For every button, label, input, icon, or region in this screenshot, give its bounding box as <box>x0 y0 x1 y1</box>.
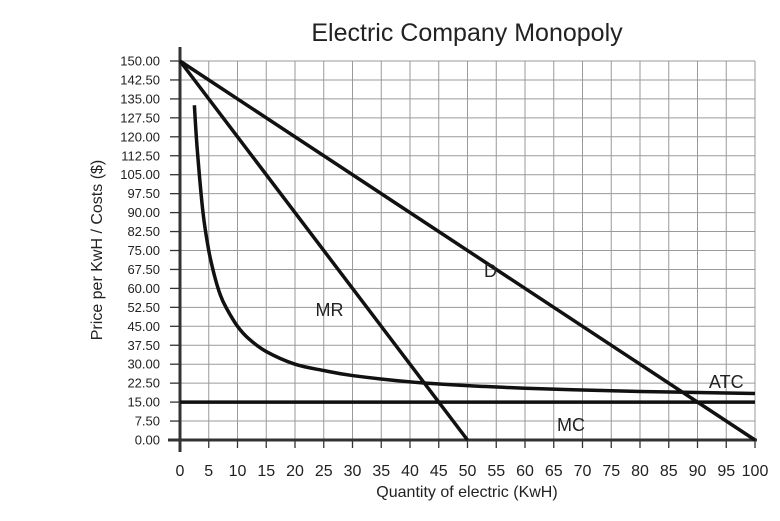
chart-title: Electric Company Monopoly <box>311 19 623 47</box>
y-tick-label: 127.50 <box>120 110 160 125</box>
series-mr-line <box>178 59 469 442</box>
series-atc-line <box>192 105 756 396</box>
label-mc: MC <box>557 415 585 435</box>
y-tick-label: 142.50 <box>120 72 160 87</box>
x-tick-label: 20 <box>286 463 304 480</box>
label-atc: ATC <box>709 372 744 392</box>
y-tick-label: 15.00 <box>127 395 160 410</box>
x-tick-labels: 0 5 10 15 20 25 30 35 40 45 50 55 60 65 70 75 80 85 90 95 10… <box>176 463 769 480</box>
x-tick-label: 90 <box>689 463 707 480</box>
x-tick-label: 70 <box>574 463 592 480</box>
series-d-line <box>179 59 756 442</box>
y-axis-label: Price per KwH / Costs ($) <box>89 160 106 340</box>
y-tick-label: 120.00 <box>120 129 160 144</box>
y-tick-label: 37.50 <box>127 338 160 353</box>
y-tick-label: 97.50 <box>127 186 160 201</box>
y-tick-label: 135.00 <box>120 91 160 106</box>
y-tick-label: 112.50 <box>121 148 160 163</box>
x-tick-label: 15 <box>257 463 275 480</box>
x-tick-label: 40 <box>401 463 419 480</box>
x-tick-label: 0 <box>176 463 185 480</box>
axes <box>168 47 757 452</box>
x-tick-label: 75 <box>602 463 620 480</box>
y-tick-label: 105.00 <box>120 167 160 182</box>
y-tick-label: 82.50 <box>127 224 160 239</box>
y-tick-label: 150.00 <box>120 54 160 69</box>
x-tick-label: 65 <box>545 463 563 480</box>
x-tick-label: 25 <box>315 463 333 480</box>
y-tick-label: 75.00 <box>127 243 160 258</box>
y-tick-label: 30.00 <box>127 357 160 372</box>
x-tick-label: 10 <box>229 463 247 480</box>
label-mr: MR <box>316 300 344 320</box>
x-tick-label: 5 <box>204 463 213 480</box>
x-tick-label: 50 <box>459 463 477 480</box>
y-tick-label: 0.00 <box>135 433 160 448</box>
y-tick-label: 90.00 <box>127 205 160 220</box>
x-tick-label: 55 <box>487 463 505 480</box>
y-tick-label: 22.50 <box>127 376 160 391</box>
label-d: D <box>484 261 497 281</box>
y-tick-label: 67.50 <box>127 262 160 277</box>
curve-labels: D MR MC ATC <box>316 261 744 435</box>
y-tick-label: 45.00 <box>127 319 160 334</box>
curves <box>178 59 756 442</box>
y-tick-label: 52.50 <box>127 300 160 315</box>
x-tick-label: 100 <box>742 463 769 480</box>
grid-lines <box>179 60 756 441</box>
x-tick-label: 85 <box>660 463 678 480</box>
x-axis-label: Quantity of electric (KwH) <box>376 484 557 501</box>
x-tick-label: 45 <box>430 463 448 480</box>
x-tick-label: 60 <box>516 463 534 480</box>
y-tick-labels: 0.00 7.50 15.00 22.50 30.00 37.50 45.00 52.50 60… <box>120 54 160 448</box>
x-tick-label: 80 <box>631 463 649 480</box>
y-tick-label: 60.00 <box>127 281 160 296</box>
x-tick-label: 95 <box>717 463 735 480</box>
x-tick-label: 30 <box>344 463 362 480</box>
x-tick-label: 35 <box>372 463 390 480</box>
y-tick-label: 7.50 <box>135 414 160 429</box>
